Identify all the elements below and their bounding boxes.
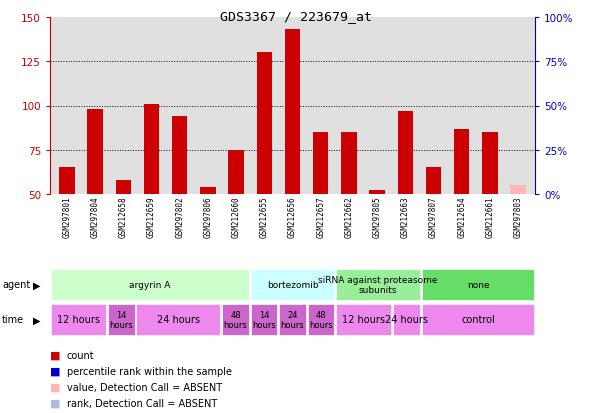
Text: 14
hours: 14 hours [252,310,276,330]
Text: GSM212662: GSM212662 [345,196,353,237]
Bar [341,133,356,195]
Bar [313,133,329,195]
Text: 24 hours: 24 hours [385,315,428,325]
Text: ▶: ▶ [33,315,40,325]
Bar [482,133,498,195]
Bar [51,304,106,335]
Bar [251,269,335,301]
Text: GSM212663: GSM212663 [401,196,410,237]
Text: GSM297807: GSM297807 [429,196,438,237]
Bar [137,304,220,335]
Bar [228,150,244,195]
Text: GSM212660: GSM212660 [232,196,241,237]
Bar [144,104,159,195]
Text: GSM297805: GSM297805 [372,196,382,237]
Bar [200,188,216,195]
Text: percentile rank within the sample: percentile rank within the sample [67,366,232,376]
Bar [108,304,135,335]
Text: ■: ■ [50,398,60,408]
Bar [59,168,74,195]
Bar [336,269,420,301]
Text: GSM212654: GSM212654 [457,196,466,237]
Bar [510,186,526,195]
Text: value, Detection Call = ABSENT: value, Detection Call = ABSENT [67,382,222,392]
Text: GSM297803: GSM297803 [514,196,522,237]
Text: GSM212659: GSM212659 [147,196,156,237]
Text: GSM297802: GSM297802 [175,196,184,237]
Bar [393,304,420,335]
Text: siRNA against proteasome
subunits: siRNA against proteasome subunits [319,275,438,294]
Text: GSM212655: GSM212655 [260,196,269,237]
Text: GSM212661: GSM212661 [485,196,495,237]
Bar [426,168,441,195]
Bar [308,304,335,335]
Text: rank, Detection Call = ABSENT: rank, Detection Call = ABSENT [67,398,217,408]
Text: time: time [2,315,24,325]
Bar [422,269,534,301]
Text: control: control [461,315,495,325]
Text: GSM212657: GSM212657 [316,196,325,237]
Bar [369,191,385,195]
Text: ■: ■ [50,350,60,360]
Text: count: count [67,350,94,360]
Text: 14
hours: 14 hours [109,310,133,330]
Bar [256,53,272,195]
Text: 24
hours: 24 hours [281,310,304,330]
Bar [116,180,131,195]
Text: bortezomib: bortezomib [267,280,319,289]
Text: ■: ■ [50,366,60,376]
Bar [222,304,249,335]
Bar [422,304,534,335]
Text: 48
hours: 48 hours [309,310,333,330]
Text: 24 hours: 24 hours [157,315,200,325]
Text: 12 hours: 12 hours [57,315,100,325]
Bar [51,269,249,301]
Text: ▶: ▶ [33,280,40,290]
Bar [251,304,277,335]
Text: 48
hours: 48 hours [223,310,247,330]
Text: GSM212656: GSM212656 [288,196,297,237]
Text: GSM297804: GSM297804 [90,196,100,237]
Text: none: none [467,280,489,289]
Bar [279,304,306,335]
Bar [87,110,103,195]
Bar [336,304,391,335]
Text: GSM212658: GSM212658 [119,196,128,237]
Text: 12 hours: 12 hours [342,315,385,325]
Bar [454,129,469,195]
Text: agent: agent [2,280,30,290]
Text: GSM297806: GSM297806 [203,196,212,237]
Text: GDS3367 / 223679_at: GDS3367 / 223679_at [219,10,372,23]
Bar [285,30,300,195]
Text: argyrin A: argyrin A [129,280,171,289]
Bar [172,117,187,195]
Text: ■: ■ [50,382,60,392]
Bar [398,112,413,195]
Text: GSM297801: GSM297801 [63,196,72,237]
